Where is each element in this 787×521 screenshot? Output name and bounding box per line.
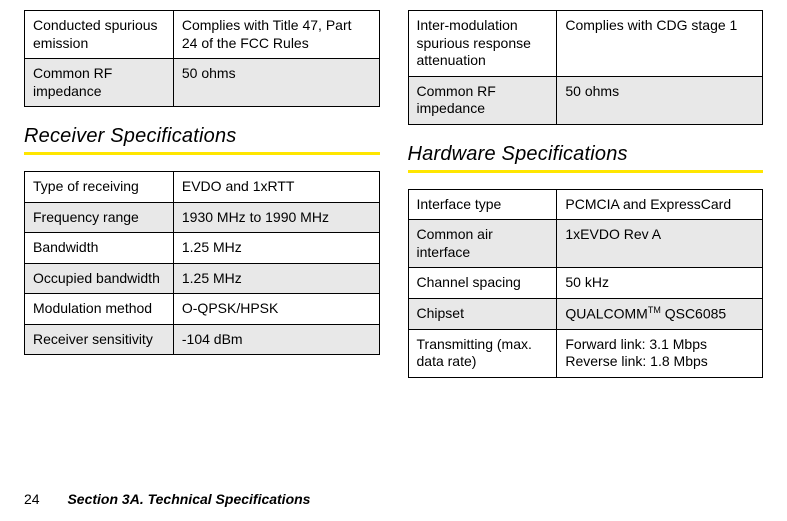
spec-label: Transmitting (max. data rate) — [408, 329, 557, 377]
footer-section-label: Section 3A. Technical Specifications — [67, 491, 310, 507]
spec-label: Common RF impedance — [25, 59, 174, 107]
table-row: Transmitting (max. data rate)Forward lin… — [408, 329, 763, 377]
spec-value: QUALCOMMTM QSC6085 — [557, 298, 763, 329]
spec-label: Type of receiving — [25, 172, 174, 203]
left-top-table: Conducted spurious emissionComplies with… — [24, 10, 380, 107]
receiver-accent — [24, 152, 380, 155]
spec-value: 1xEVDO Rev A — [557, 220, 763, 268]
page: Conducted spurious emissionComplies with… — [0, 0, 787, 521]
spec-label: Frequency range — [25, 202, 174, 233]
table-row: Common air interface1xEVDO Rev A — [408, 220, 763, 268]
spec-value: Forward link: 3.1 MbpsReverse link: 1.8 … — [557, 329, 763, 377]
spec-value: 1.25 MHz — [173, 233, 379, 264]
spec-value: 50 kHz — [557, 268, 763, 299]
spec-value: 1.25 MHz — [173, 263, 379, 294]
receiver-table: Type of receivingEVDO and 1xRTTFrequency… — [24, 171, 380, 355]
spec-value: 50 ohms — [173, 59, 379, 107]
spec-label: Occupied bandwidth — [25, 263, 174, 294]
table-row: Bandwidth1.25 MHz — [25, 233, 380, 264]
spec-label: Conducted spurious emission — [25, 11, 174, 59]
right-top-table: Inter-modulation spurious response atten… — [408, 10, 764, 125]
table-row: Inter-modulation spurious response atten… — [408, 11, 763, 77]
spec-label: Channel spacing — [408, 268, 557, 299]
page-footer: 24 Section 3A. Technical Specifications — [24, 491, 310, 507]
hardware-table: Interface typePCMCIA and ExpressCardComm… — [408, 189, 764, 378]
table-row: Conducted spurious emissionComplies with… — [25, 11, 380, 59]
spec-value: Complies with CDG stage 1 — [557, 11, 763, 77]
hardware-accent — [408, 170, 764, 173]
spec-label: Bandwidth — [25, 233, 174, 264]
spec-label: Common air interface — [408, 220, 557, 268]
table-row: Frequency range1930 MHz to 1990 MHz — [25, 202, 380, 233]
table-row: Receiver sensitivity-104 dBm — [25, 324, 380, 355]
spec-label: Inter-modulation spurious response atten… — [408, 11, 557, 77]
spec-value: EVDO and 1xRTT — [173, 172, 379, 203]
columns: Conducted spurious emissionComplies with… — [24, 10, 763, 396]
page-number: 24 — [24, 491, 40, 507]
spec-label: Chipset — [408, 298, 557, 329]
spec-value: PCMCIA and ExpressCard — [557, 189, 763, 220]
spec-value: 50 ohms — [557, 76, 763, 124]
spec-value: O-QPSK/HPSK — [173, 294, 379, 325]
hardware-heading: Hardware Specifications — [408, 143, 764, 166]
spec-value: -104 dBm — [173, 324, 379, 355]
spec-value: Complies with Title 47, Part 24 of the F… — [173, 11, 379, 59]
left-column: Conducted spurious emissionComplies with… — [24, 10, 380, 396]
spec-value: 1930 MHz to 1990 MHz — [173, 202, 379, 233]
table-row: Common RF impedance50 ohms — [408, 76, 763, 124]
receiver-heading: Receiver Specifications — [24, 125, 380, 148]
right-column: Inter-modulation spurious response atten… — [408, 10, 764, 396]
spec-label: Modulation method — [25, 294, 174, 325]
table-row: Occupied bandwidth1.25 MHz — [25, 263, 380, 294]
table-row: Common RF impedance50 ohms — [25, 59, 380, 107]
table-row: Type of receivingEVDO and 1xRTT — [25, 172, 380, 203]
table-row: Interface typePCMCIA and ExpressCard — [408, 189, 763, 220]
spec-label: Receiver sensitivity — [25, 324, 174, 355]
spec-label: Common RF impedance — [408, 76, 557, 124]
table-row: Modulation methodO-QPSK/HPSK — [25, 294, 380, 325]
spec-label: Interface type — [408, 189, 557, 220]
table-row: Channel spacing50 kHz — [408, 268, 763, 299]
table-row: ChipsetQUALCOMMTM QSC6085 — [408, 298, 763, 329]
